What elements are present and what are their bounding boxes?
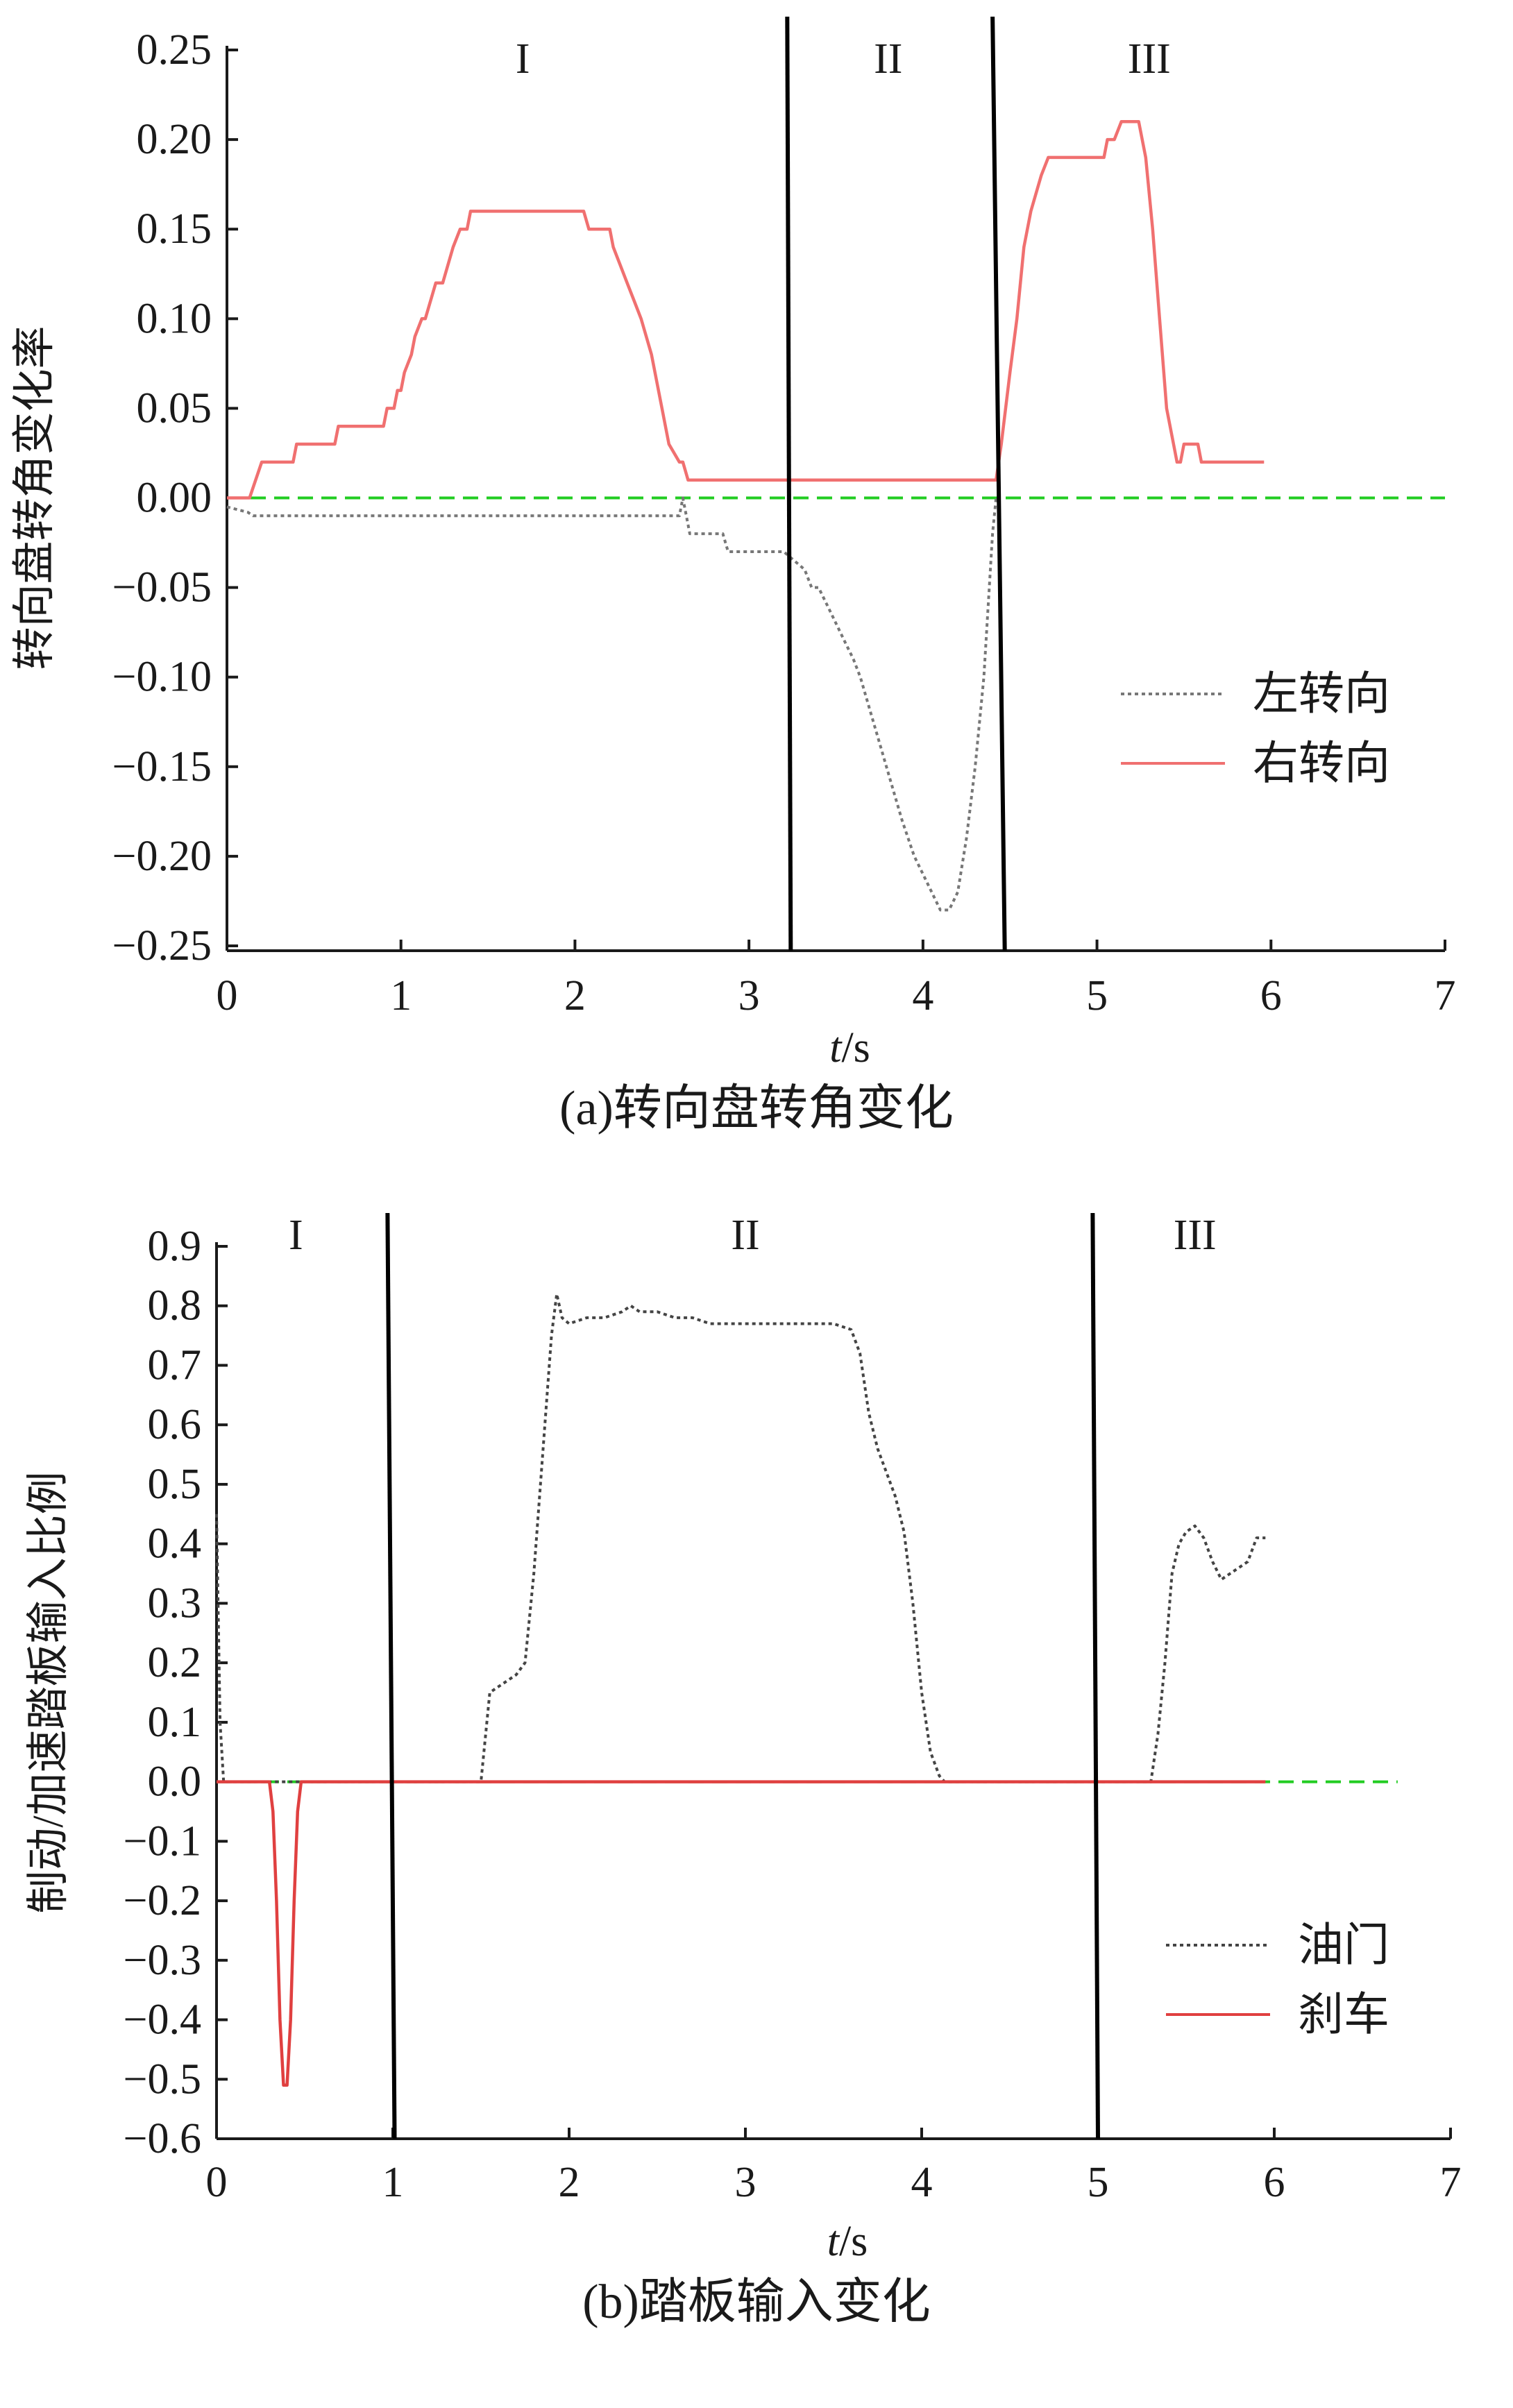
region-label: III	[1128, 35, 1171, 83]
y-tick-label: −0.5	[124, 2055, 201, 2103]
region-label: I	[289, 1212, 303, 1259]
x-tick-label: 3	[738, 972, 760, 1019]
region-boundary-line	[385, 1212, 397, 2139]
x-tick-label: 1	[390, 972, 412, 1019]
y-axis-label: 制动/加速踏板输入比例	[25, 1471, 72, 1913]
y-tick-label: −0.25	[112, 922, 212, 969]
region-label: II	[731, 1212, 759, 1259]
y-tick-label: −0.1	[124, 1817, 201, 1865]
y-tick-label: 0.5	[148, 1461, 202, 1508]
legend-label: 油门	[1298, 1920, 1389, 1971]
x-tick-label: 5	[1088, 2159, 1109, 2206]
region-boundary-line	[990, 16, 1007, 951]
x-axis-label: t/s	[829, 1024, 870, 1071]
x-tick-label: 3	[735, 2159, 756, 2206]
y-tick-label: 0.00	[137, 475, 212, 522]
x-tick-label: 6	[1260, 972, 1282, 1019]
caption: (a)转向盘转角变化	[559, 1082, 954, 1135]
x-axis-label: t/s	[827, 2218, 868, 2265]
chart-panel-a: 0.25 0.20 0.15 0.10 0.05 0.00 −0.05 −0.10 −0.15 −…	[11, 16, 1456, 1135]
y-tick-label: −0.10	[112, 654, 212, 701]
x-tick-label: 5	[1086, 972, 1108, 1019]
legend-label: 左转向	[1253, 669, 1390, 720]
y-tick-label: 0.15	[137, 205, 212, 253]
y-tick-label: 0.1	[148, 1699, 202, 1746]
region-label: II	[874, 35, 902, 83]
chart-panel-b: 0.9 0.8 0.7 0.6 0.5 0.4 0.3 0.2 0.1 0.0 −0.1 −0.2 −0…	[25, 1212, 1462, 2329]
y-tick-label: −0.6	[124, 2115, 201, 2162]
x-tick-label: 7	[1435, 972, 1456, 1019]
series-line-1	[227, 120, 1265, 500]
x-tick-label: 2	[559, 2159, 580, 2206]
y-tick-label: 0.20	[137, 116, 212, 163]
region-label: III	[1174, 1212, 1217, 1259]
legend-label: 右转向	[1253, 738, 1390, 789]
caption: (b)踏板输入变化	[582, 2275, 931, 2329]
y-tick-label: 0.7	[148, 1341, 202, 1389]
series-line-0	[215, 1292, 1266, 1783]
y-tick-label: −0.4	[124, 1996, 201, 2044]
series-line-0	[226, 496, 998, 912]
x-tick-label: 2	[564, 972, 586, 1019]
x-tick-label: 4	[912, 972, 933, 1019]
y-tick-label: 0.25	[137, 26, 212, 74]
y-tick-label: 0.4	[148, 1520, 202, 1568]
y-tick-label: −0.20	[112, 833, 212, 880]
y-tick-label: −0.15	[112, 743, 212, 790]
series-line-1	[217, 1780, 1266, 2087]
y-tick-label: 0.9	[148, 1223, 202, 1270]
x-tick-label: 6	[1264, 2159, 1285, 2206]
x-tick-label: 0	[217, 972, 238, 1019]
region-label: I	[516, 35, 530, 83]
region-boundary-line	[1090, 1212, 1100, 2139]
x-tick-label: 0	[206, 2159, 228, 2206]
x-tick-label: 4	[911, 2159, 933, 2206]
y-tick-label: 0.6	[148, 1401, 202, 1448]
y-tick-label: −0.2	[124, 1877, 201, 1924]
y-tick-label: 0.8	[148, 1282, 202, 1330]
y-tick-label: −0.3	[124, 1937, 201, 1984]
y-axis-label: 转向盘转角变化率	[11, 325, 58, 670]
y-tick-label: 0.0	[148, 1758, 202, 1806]
y-tick-label: −0.05	[112, 564, 212, 611]
y-tick-label: 0.3	[148, 1579, 202, 1627]
x-tick-label: 7	[1440, 2159, 1462, 2206]
legend-label: 刹车	[1298, 1990, 1389, 2040]
y-tick-label: 0.10	[137, 295, 212, 342]
y-tick-label: 0.2	[148, 1639, 202, 1686]
y-tick-label: 0.05	[137, 384, 212, 432]
x-tick-label: 1	[382, 2159, 404, 2206]
region-boundary-line	[785, 16, 793, 951]
